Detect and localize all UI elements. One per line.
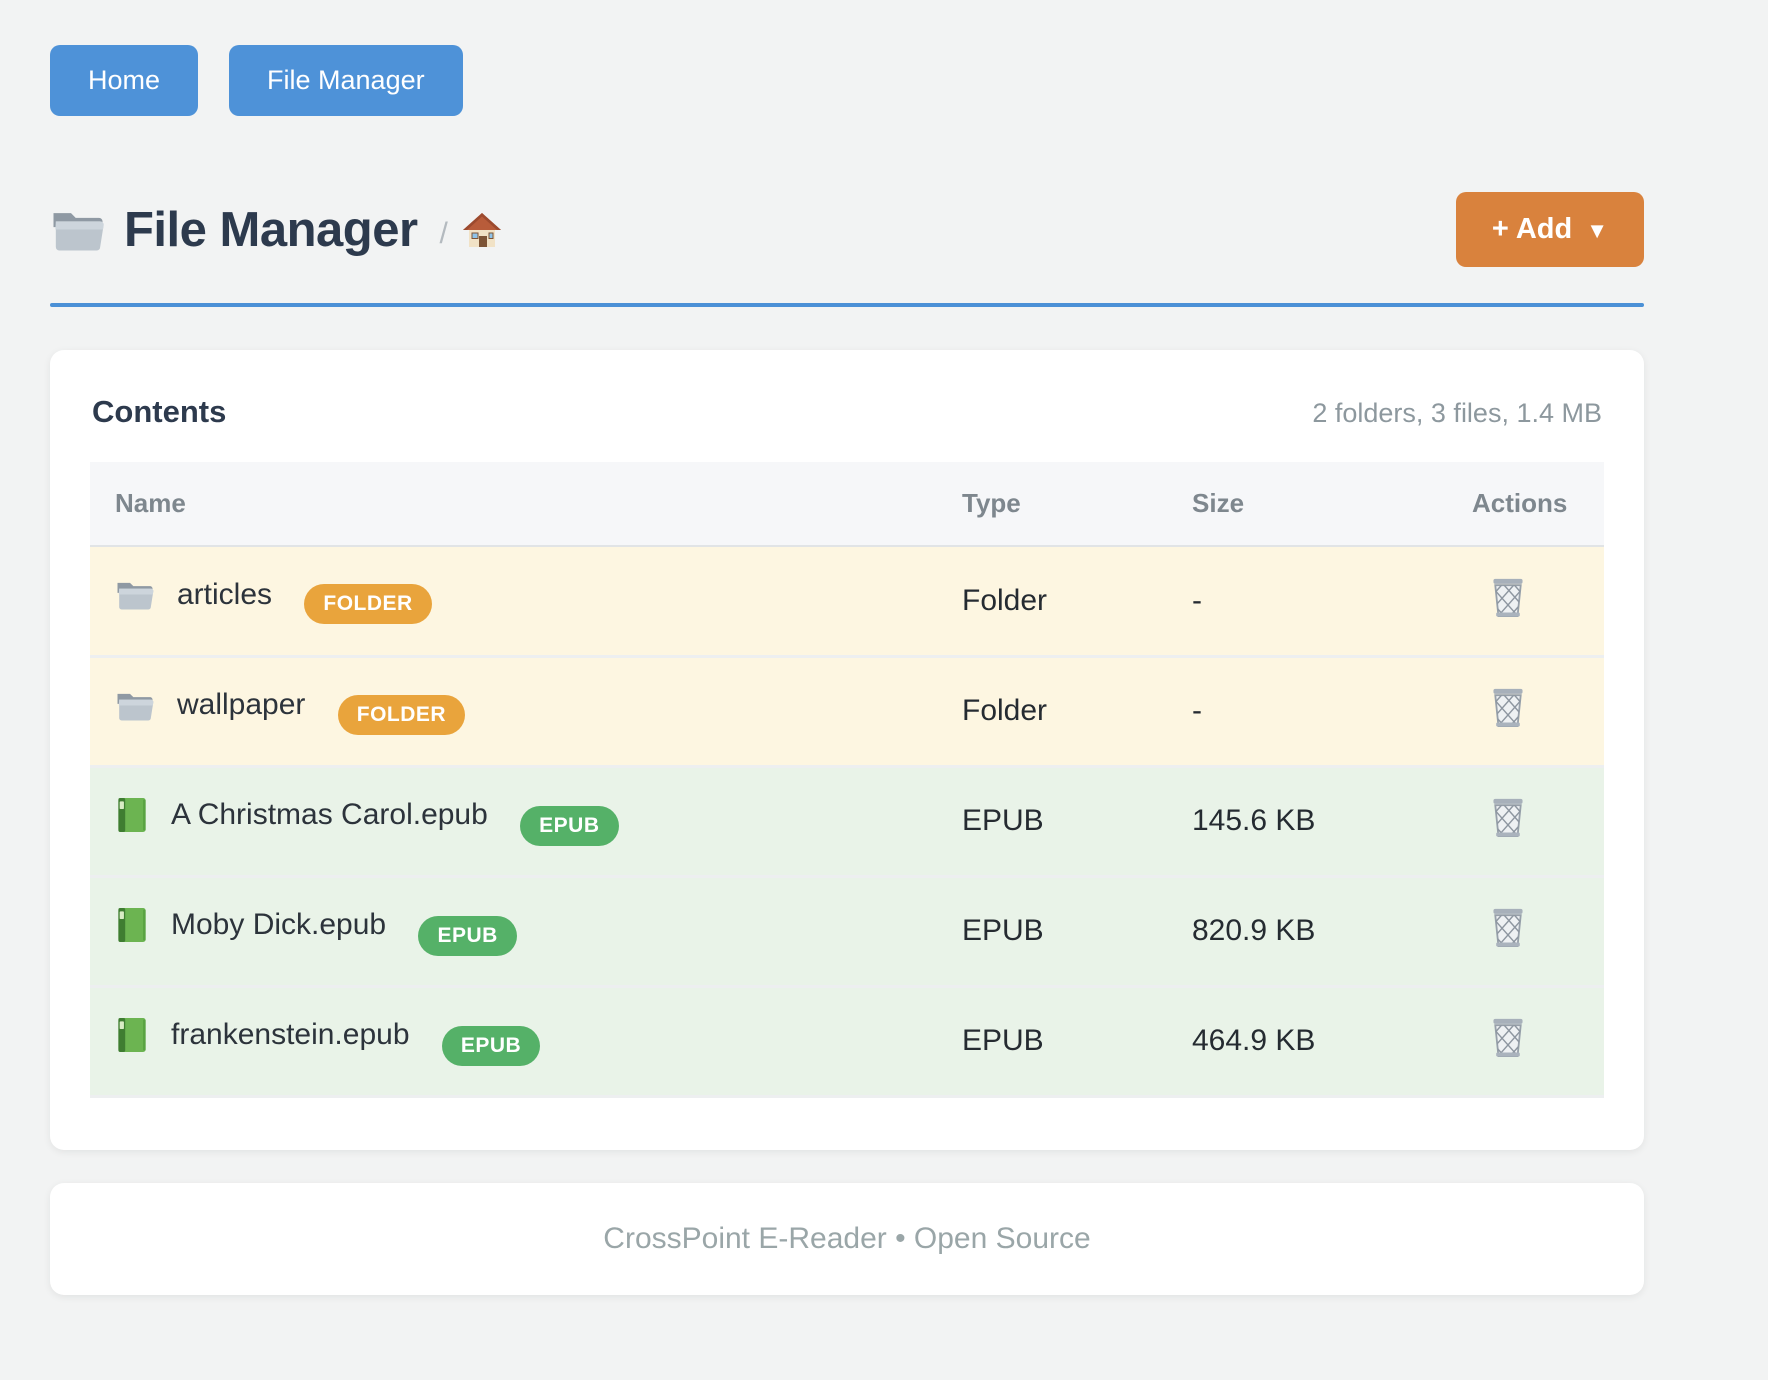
trash-icon <box>1488 795 1528 839</box>
table-row: frankenstein.epub EPUB EPUB 464.9 KB <box>90 986 1604 1096</box>
type-cell: EPUB <box>962 986 1192 1096</box>
size-cell: - <box>1192 656 1472 766</box>
file-name: Moby Dick.epub <box>171 908 386 942</box>
file-manager-button[interactable]: File Manager <box>229 45 463 116</box>
type-badge: EPUB <box>520 806 618 846</box>
table-header-row: Name Type Size Actions <box>90 462 1604 546</box>
column-header-size: Size <box>1192 462 1472 546</box>
title-wrap: File Manager / <box>50 202 502 258</box>
book-icon <box>115 906 149 944</box>
type-badge: FOLDER <box>338 695 465 735</box>
trash-icon <box>1488 575 1528 619</box>
folder-icon <box>115 688 155 723</box>
delete-button[interactable] <box>1488 575 1528 619</box>
folder-link[interactable]: wallpaper <box>115 688 305 723</box>
trash-icon <box>1488 905 1528 949</box>
page-title: File Manager <box>124 202 418 258</box>
card-header: Contents 2 folders, 3 files, 1.4 MB <box>90 394 1604 430</box>
footer-text: CrossPoint E-Reader • Open Source <box>603 1222 1090 1256</box>
file-name: frankenstein.epub <box>171 1018 410 1052</box>
folder-icon <box>50 205 106 254</box>
type-cell: EPUB <box>962 876 1192 986</box>
delete-button[interactable] <box>1488 1015 1528 1059</box>
file-link[interactable]: A Christmas Carol.epub <box>115 796 488 834</box>
add-button-label: + Add <box>1492 213 1572 246</box>
card-title: Contents <box>92 394 226 430</box>
page-header: File Manager / + Add ▼ <box>50 192 1644 267</box>
page: Home File Manager File Manager / + Add ▼… <box>50 0 1644 1295</box>
file-name: A Christmas Carol.epub <box>171 798 488 832</box>
type-cell: EPUB <box>962 766 1192 876</box>
file-table: Name Type Size Actions articles FOLDER <box>90 462 1604 1098</box>
book-icon <box>115 1016 149 1054</box>
caret-down-icon: ▼ <box>1586 218 1608 244</box>
type-cell: Folder <box>962 656 1192 766</box>
table-row: articles FOLDER Folder - <box>90 546 1604 656</box>
size-cell: - <box>1192 546 1472 656</box>
type-badge: EPUB <box>442 1026 540 1066</box>
table-row: wallpaper FOLDER Folder - <box>90 656 1604 766</box>
type-badge: FOLDER <box>304 584 431 624</box>
trash-icon <box>1488 685 1528 729</box>
size-cell: 464.9 KB <box>1192 986 1472 1096</box>
add-button[interactable]: + Add ▼ <box>1456 192 1644 267</box>
file-link[interactable]: Moby Dick.epub <box>115 906 386 944</box>
book-icon <box>115 796 149 834</box>
breadcrumb-separator: / <box>440 217 448 251</box>
table-row: Moby Dick.epub EPUB EPUB 820.9 KB <box>90 876 1604 986</box>
home-icon[interactable] <box>462 210 502 250</box>
trash-icon <box>1488 1015 1528 1059</box>
size-cell: 820.9 KB <box>1192 876 1472 986</box>
column-header-actions: Actions <box>1472 462 1604 546</box>
delete-button[interactable] <box>1488 795 1528 839</box>
type-badge: EPUB <box>418 916 516 956</box>
home-button[interactable]: Home <box>50 45 198 116</box>
contents-card: Contents 2 folders, 3 files, 1.4 MB Name… <box>50 350 1644 1150</box>
delete-button[interactable] <box>1488 685 1528 729</box>
contents-summary: 2 folders, 3 files, 1.4 MB <box>1312 398 1602 429</box>
folder-link[interactable]: articles <box>115 577 272 612</box>
folder-icon <box>115 577 155 612</box>
type-cell: Folder <box>962 546 1192 656</box>
column-header-type: Type <box>962 462 1192 546</box>
title-divider <box>50 303 1644 307</box>
footer: CrossPoint E-Reader • Open Source <box>50 1183 1644 1295</box>
size-cell: 145.6 KB <box>1192 766 1472 876</box>
top-nav: Home File Manager <box>50 45 1644 116</box>
column-header-name: Name <box>90 462 962 546</box>
file-link[interactable]: frankenstein.epub <box>115 1016 410 1054</box>
table-row: A Christmas Carol.epub EPUB EPUB 145.6 K… <box>90 766 1604 876</box>
file-name: articles <box>177 578 272 612</box>
file-name: wallpaper <box>177 688 305 722</box>
delete-button[interactable] <box>1488 905 1528 949</box>
